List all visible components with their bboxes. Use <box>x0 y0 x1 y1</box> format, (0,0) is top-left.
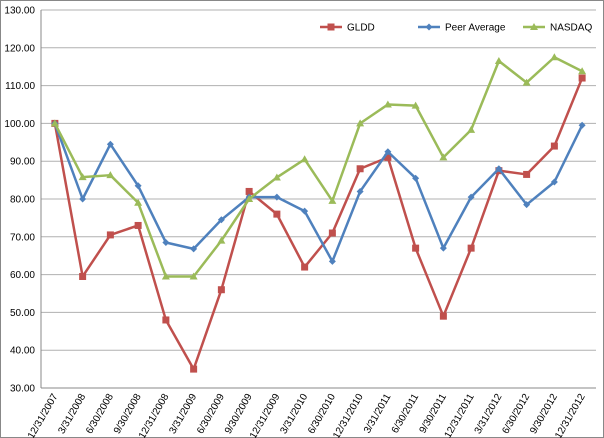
marker <box>578 74 586 82</box>
marker <box>106 171 115 179</box>
marker <box>273 210 281 218</box>
marker <box>79 272 87 280</box>
marker <box>412 174 420 182</box>
marker <box>550 142 558 150</box>
marker <box>328 196 337 204</box>
marker <box>384 148 392 156</box>
y-tick-label: 70.00 <box>10 232 35 243</box>
marker <box>106 140 114 148</box>
y-tick-label: 30.00 <box>10 384 35 395</box>
y-tick-label: 100.00 <box>4 119 35 130</box>
y-tick-label: 80.00 <box>10 195 35 206</box>
marker <box>328 257 336 265</box>
marker <box>439 153 448 161</box>
legend-label: NASDAQ <box>550 23 592 34</box>
y-tick-label: 40.00 <box>10 346 35 357</box>
marker <box>578 67 587 75</box>
marker <box>134 198 143 206</box>
marker <box>425 23 433 31</box>
legend-label: Peer Average <box>445 23 506 34</box>
marker <box>356 165 364 173</box>
marker <box>550 53 559 61</box>
marker <box>161 272 170 280</box>
marker <box>300 155 309 163</box>
marker <box>494 57 503 65</box>
marker <box>467 244 475 252</box>
marker <box>467 125 476 133</box>
y-tick-label: 120.00 <box>4 43 35 54</box>
y-tick-label: 50.00 <box>10 308 35 319</box>
marker <box>245 195 254 202</box>
y-tick-label: 60.00 <box>10 270 35 281</box>
marker <box>134 182 142 190</box>
marker <box>217 236 226 244</box>
marker <box>578 121 586 129</box>
marker <box>411 101 420 109</box>
marker <box>106 231 114 239</box>
marker <box>523 170 531 178</box>
marker <box>328 229 336 237</box>
series-line <box>53 77 584 371</box>
marker <box>134 221 142 229</box>
marker <box>217 286 225 294</box>
marker <box>162 316 170 324</box>
marker <box>356 119 365 127</box>
marker <box>190 365 198 373</box>
marker <box>245 187 253 195</box>
marker <box>467 193 475 201</box>
marker <box>550 178 558 186</box>
marker <box>50 119 59 127</box>
marker <box>301 263 309 271</box>
marker <box>272 173 281 181</box>
legend-label: GLDD <box>347 23 375 34</box>
marker <box>217 216 225 224</box>
y-tick-label: 90.00 <box>10 157 35 168</box>
marker <box>522 78 531 86</box>
series-line <box>53 122 584 263</box>
marker <box>383 100 392 108</box>
marker <box>190 245 198 253</box>
marker <box>384 153 392 161</box>
marker <box>301 207 309 215</box>
marker <box>412 244 420 252</box>
marker <box>79 195 87 203</box>
marker <box>162 238 170 246</box>
marker <box>523 201 531 209</box>
marker <box>189 272 198 280</box>
marker <box>495 165 503 173</box>
series-line <box>53 56 583 278</box>
marker <box>327 23 335 31</box>
marker <box>439 244 447 252</box>
marker <box>273 193 281 201</box>
marker <box>530 23 538 30</box>
y-tick-label: 130.00 <box>4 6 35 17</box>
marker <box>439 312 447 320</box>
marker <box>356 187 364 195</box>
y-tick-label: 110.00 <box>5 81 35 92</box>
marker <box>78 173 87 181</box>
